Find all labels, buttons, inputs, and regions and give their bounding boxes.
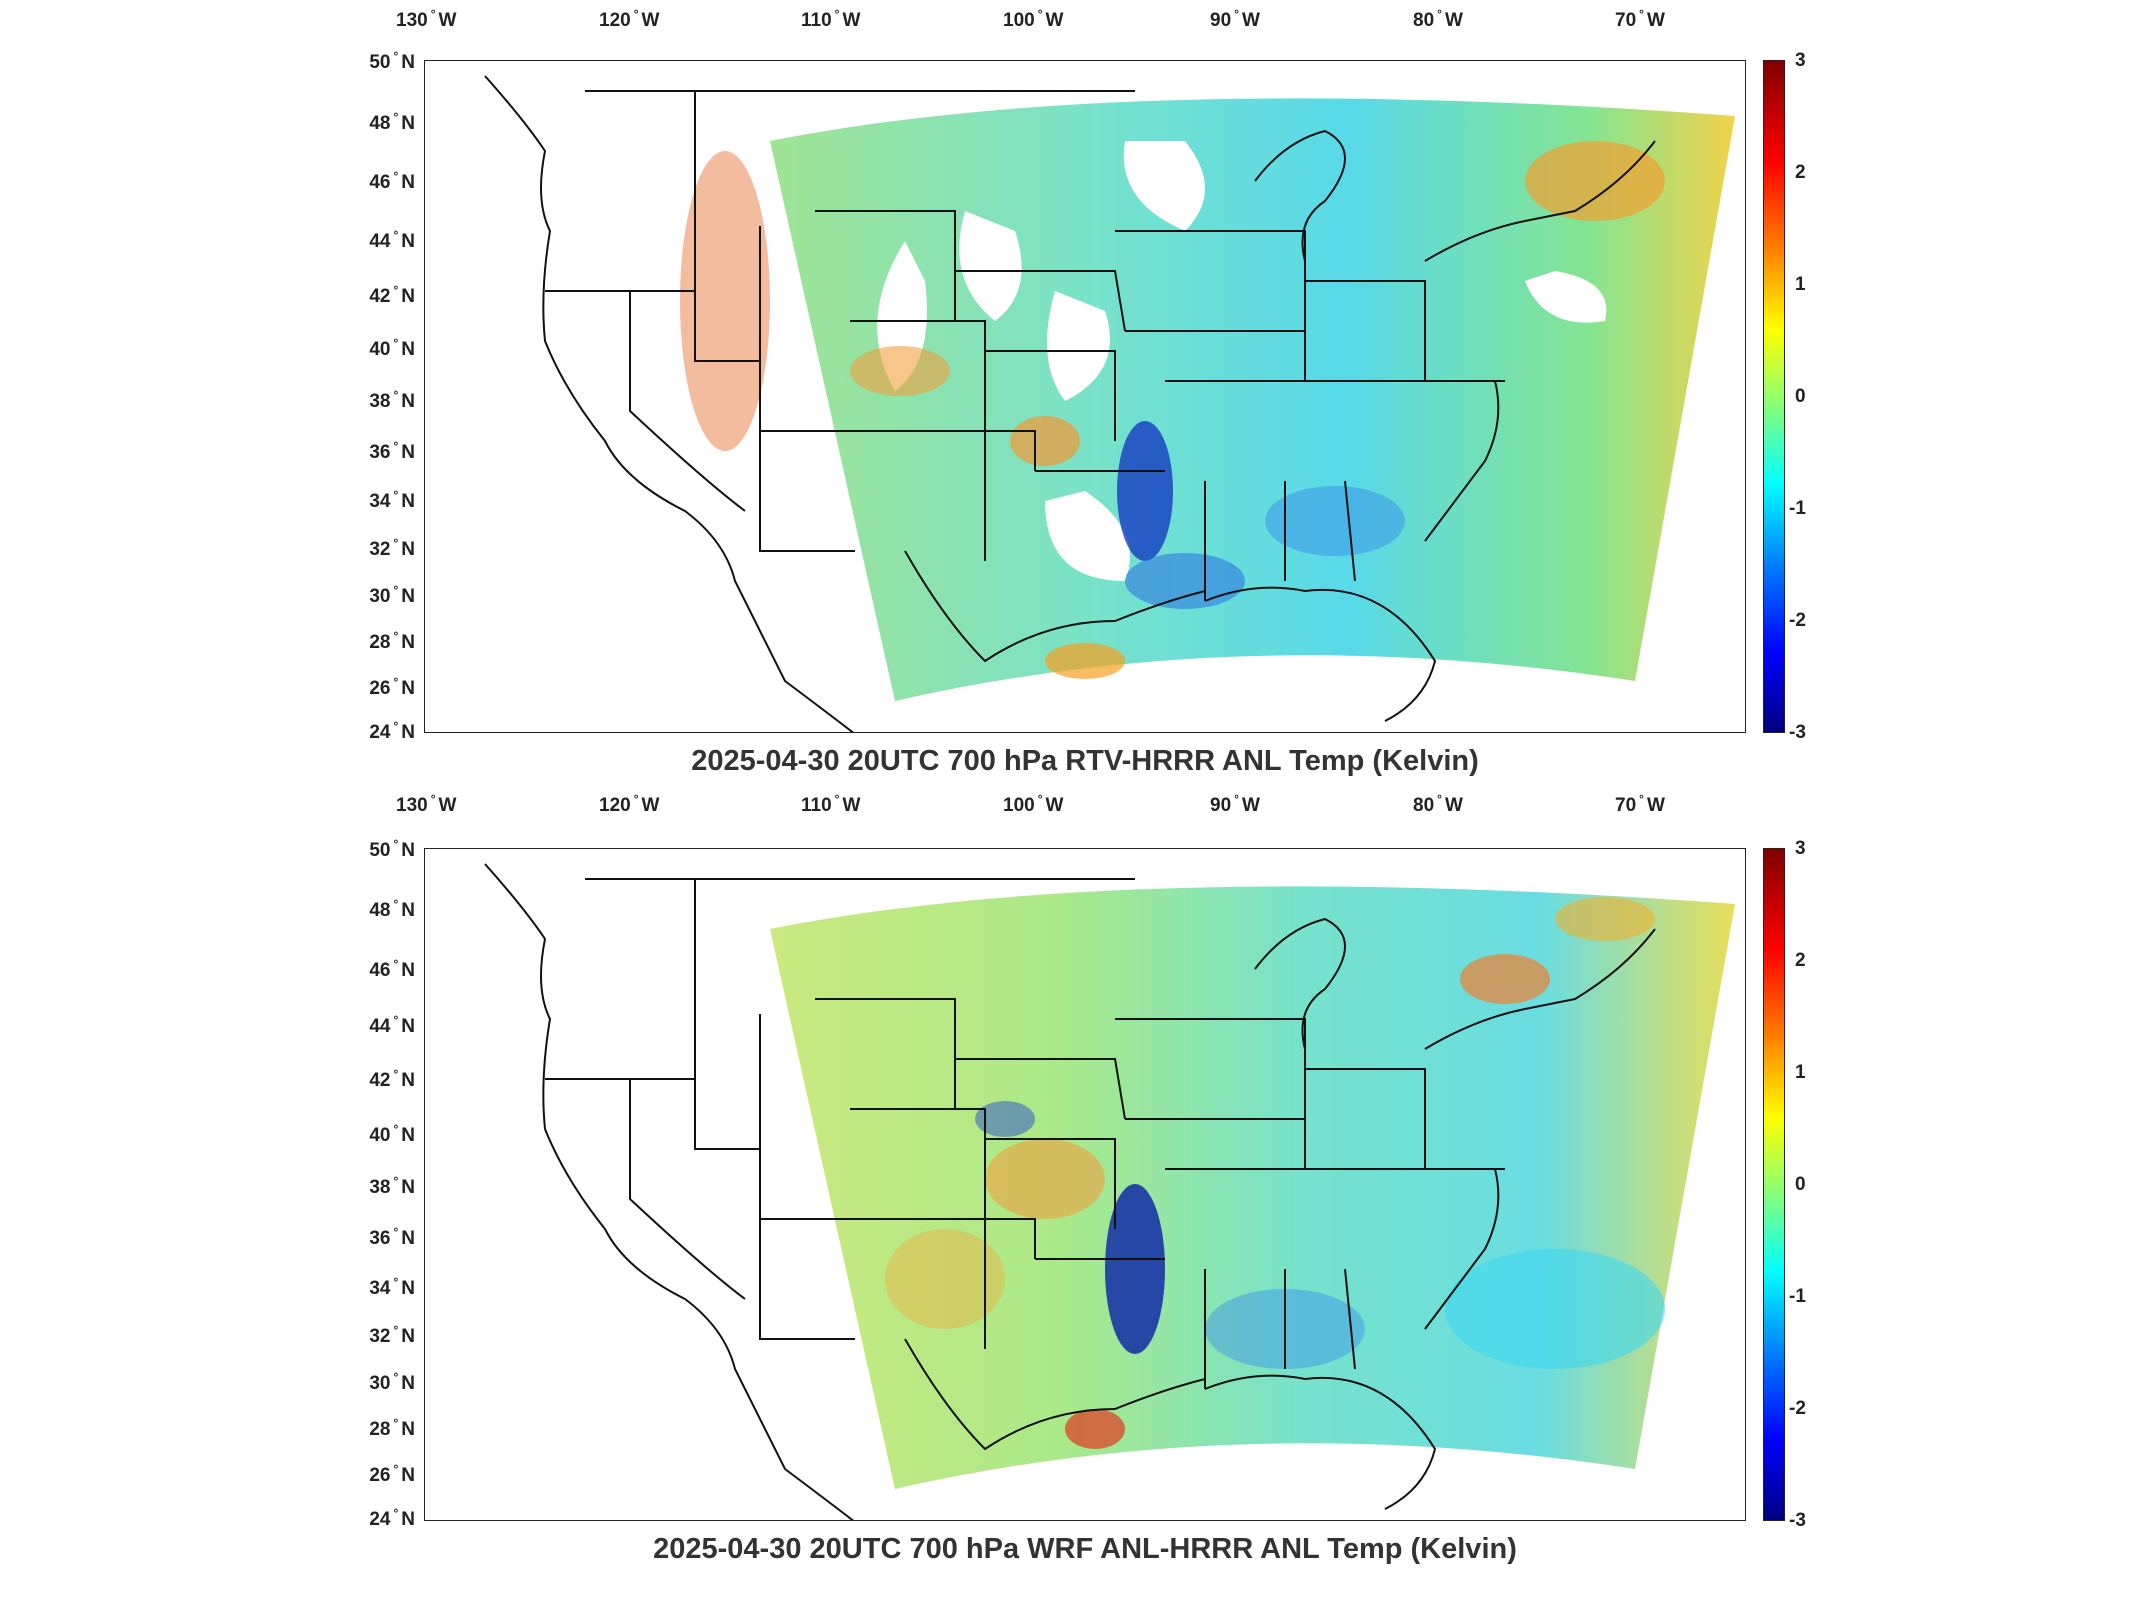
warm-anomaly [1555,897,1655,941]
missing-data-area [1123,141,1205,231]
lon-label: 110 ° W [801,792,861,816]
boundaries [484,75,1656,732]
lat-label: 44 ° N [369,1013,415,1037]
lon-label: 100 ° W [1003,7,1064,31]
lat-label: 50 ° N [369,837,415,861]
lat-label: 42 ° N [369,1067,415,1091]
warm-anomaly [885,1229,1005,1329]
colorbar-tick: 1 [1795,1062,1806,1083]
colorbar-tick: -3 [1789,722,1806,743]
map-canvas [484,75,1735,732]
lon-label: 130 ° W [396,792,457,816]
lat-label: 38 ° N [369,1174,415,1198]
cold-anomaly [975,1101,1035,1137]
missing-data-area [1525,271,1607,323]
lat-label: 32 ° N [369,1323,415,1347]
colorbar [1763,60,1785,733]
lon-label: 80 ° W [1413,7,1463,31]
colorbar-tick: 0 [1795,1174,1806,1195]
lat-label: 32 ° N [369,536,415,560]
lat-label: 24 ° N [369,1506,415,1530]
lon-label: 110 ° W [801,7,861,31]
lat-label: 46 ° N [369,957,415,981]
map-panel-bottom: 130 ° W 120 ° W 110 ° W 100 ° W 90 ° W 80 ° W 70 ° W 5… [0,790,2133,1600]
lat-label: 46 ° N [369,169,415,193]
colorbar-tick: 2 [1795,950,1806,971]
colorbar-tick: 2 [1795,162,1806,183]
warm-anomaly [1525,141,1665,221]
cold-anomaly [1265,486,1405,556]
map-frame-top [424,60,1746,733]
lat-label: 48 ° N [369,897,415,921]
data-field [770,886,1735,1489]
panel-title: 2025-04-30 20UTC 700 hPa RTV-HRRR ANL Te… [691,745,1479,777]
colorbar-tick: -3 [1789,1510,1806,1531]
lat-label: 38 ° N [369,388,415,412]
colorbar-tick: 3 [1795,838,1806,859]
lat-label: 36 ° N [369,439,415,463]
panel-title: 2025-04-30 20UTC 700 hPa WRF ANL-HRRR AN… [653,1533,1517,1565]
lat-label: 26 ° N [369,675,415,699]
missing-data-area [1045,491,1130,581]
lat-label: 34 ° N [369,1275,415,1299]
warm-anomaly [985,1139,1105,1219]
missing-data-area [959,211,1022,321]
lat-label: 28 ° N [369,1416,415,1440]
lat-label: 30 ° N [369,583,415,607]
warm-anomaly [1045,643,1125,679]
lon-label: 120 ° W [599,7,660,31]
lon-label: 80 ° W [1413,792,1463,816]
lon-label: 90 ° W [1210,792,1260,816]
warm-anomaly [1460,954,1550,1004]
map-canvas [484,863,1735,1520]
cold-anomaly [1445,1249,1665,1369]
colorbar-tick: 0 [1795,386,1806,407]
lon-label: 100 ° W [1003,792,1064,816]
colorbar-tick: -1 [1789,1286,1806,1307]
lat-label: 26 ° N [369,1462,415,1486]
lat-label: 40 ° N [369,336,415,360]
lon-label: 90 ° W [1210,7,1260,31]
boundaries [484,863,1656,1520]
warm-anomaly [850,346,950,396]
lat-label: 28 ° N [369,629,415,653]
missing-data-area [1047,291,1110,401]
lon-label: 70 ° W [1615,792,1665,816]
lat-label: 36 ° N [369,1225,415,1249]
lon-label: 120 ° W [599,792,660,816]
warm-anomaly [680,151,770,451]
lat-label: 24 ° N [369,719,415,743]
colorbar [1763,848,1785,1521]
lat-label: 42 ° N [369,283,415,307]
lon-label: 130 ° W [396,7,457,31]
colorbar-tick: -1 [1789,498,1806,519]
colorbar-tick: -2 [1789,610,1806,631]
lat-label: 34 ° N [369,488,415,512]
colorbar-tick: 3 [1795,50,1806,71]
lat-label: 48 ° N [369,110,415,134]
cold-anomaly [1125,553,1245,609]
lon-label: 70 ° W [1615,7,1665,31]
map-panel-top: 130 ° W 120 ° W 110 ° W 100 ° W 90 ° W 80 ° W 70 ° W 5… [0,0,2133,790]
colorbar-tick: -2 [1789,1398,1806,1419]
map-frame-bottom [424,848,1746,1521]
cold-anomaly [1105,1184,1165,1354]
lat-label: 50 ° N [369,49,415,73]
warm-anomaly [1065,1409,1125,1449]
lat-label: 40 ° N [369,1122,415,1146]
lat-label: 44 ° N [369,228,415,252]
warm-anomaly [1010,416,1080,466]
lat-label: 30 ° N [369,1370,415,1394]
colorbar-tick: 1 [1795,274,1806,295]
cold-anomaly [1117,421,1173,561]
